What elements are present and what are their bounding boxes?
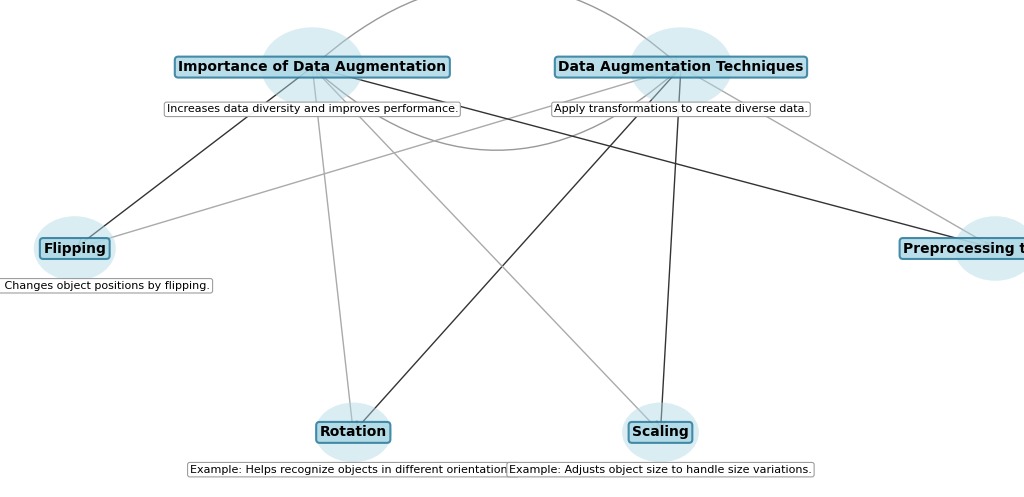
FancyArrowPatch shape [315,69,679,150]
Ellipse shape [315,403,391,462]
FancyArrowPatch shape [657,70,681,428]
Text: Importance of Data Augmentation: Importance of Data Augmentation [178,60,446,74]
Ellipse shape [34,216,116,281]
Text: Example: Helps recognize objects in different orientations.: Example: Helps recognize objects in diff… [189,465,517,475]
Text: Preprocessing the Data: Preprocessing the Data [903,242,1024,255]
Text: Data Augmentation Techniques: Data Augmentation Techniques [558,60,804,74]
Text: Apply transformations to create diverse data.: Apply transformations to create diverse … [554,104,808,114]
FancyArrowPatch shape [312,70,356,428]
FancyArrowPatch shape [78,69,310,246]
Ellipse shape [630,27,732,107]
FancyArrowPatch shape [314,69,657,429]
Text: Scaling: Scaling [632,425,689,439]
Text: Rotation: Rotation [319,425,387,439]
FancyArrowPatch shape [683,69,992,247]
Ellipse shape [954,216,1024,281]
FancyArrowPatch shape [79,68,678,249]
Text: Flipping: Flipping [43,242,106,255]
FancyArrowPatch shape [315,68,991,249]
Ellipse shape [623,403,698,462]
Text: Example: Changes object positions by flipping.: Example: Changes object positions by fli… [0,281,210,291]
FancyArrowPatch shape [356,69,679,429]
Text: Increases data diversity and improves performance.: Increases data diversity and improves pe… [167,104,458,114]
Text: Example: Adjusts object size to handle size variations.: Example: Adjusts object size to handle s… [509,465,812,475]
Ellipse shape [261,27,364,107]
FancyArrowPatch shape [314,0,678,65]
